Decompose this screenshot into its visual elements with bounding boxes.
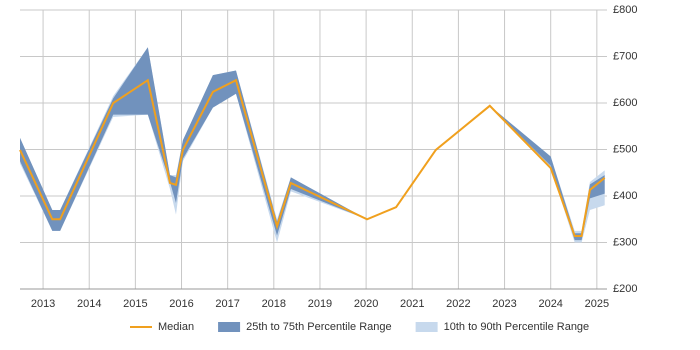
x-tick-label: 2015: [123, 298, 147, 310]
y-tick-label: £500: [613, 143, 637, 155]
y-tick-label: £200: [613, 283, 637, 295]
legend-label: Median: [158, 321, 194, 333]
x-tick-label: 2018: [262, 298, 286, 310]
legend-label: 10th to 90th Percentile Range: [444, 321, 590, 333]
y-tick-label: £700: [613, 50, 637, 62]
x-tick-label: 2023: [492, 298, 516, 310]
percentile-band: [20, 47, 368, 243]
y-tick-label: £400: [613, 190, 637, 202]
grid: [20, 9, 607, 290]
percentile-band: [20, 47, 368, 236]
x-tick-label: 2021: [400, 298, 424, 310]
percentile-band: [489, 105, 605, 241]
legend-label: 25th to 75th Percentile Range: [246, 321, 392, 333]
y-tick-label: £800: [613, 4, 637, 16]
legend-swatch: [415, 322, 438, 332]
x-tick-label: 2025: [585, 298, 609, 310]
x-tick-label: 2024: [538, 298, 562, 310]
x-tick-label: 2020: [354, 298, 378, 310]
y-tick-label: £300: [613, 236, 637, 248]
x-tick-label: 2022: [446, 298, 470, 310]
x-tick-label: 2014: [77, 298, 101, 310]
x-tick-label: 2019: [308, 298, 332, 310]
percentile-band: [489, 105, 605, 243]
x-tick-label: 2016: [169, 298, 193, 310]
x-tick-label: 2013: [31, 298, 55, 310]
median-line: [19, 78, 606, 237]
legend-swatch: [218, 322, 241, 332]
x-tick-label: 2017: [215, 298, 239, 310]
y-tick-label: £600: [613, 97, 637, 109]
